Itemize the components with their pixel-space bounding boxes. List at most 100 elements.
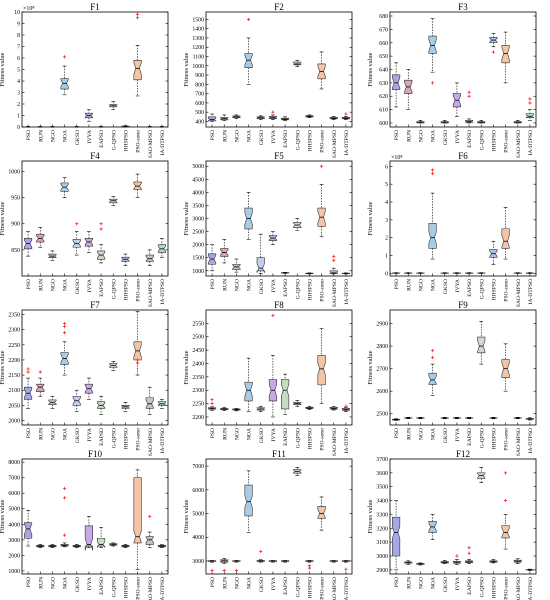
- x-tick-label: GKSO: [259, 428, 265, 443]
- box-ngo: [232, 560, 241, 573]
- box-g-qpso: [109, 542, 118, 547]
- x-tick-label: SAO-MPSO: [332, 279, 338, 307]
- x-tick-label: PSO-sono: [136, 130, 142, 153]
- subplot-title: F8: [274, 300, 284, 310]
- x-tick-label: HHSPSO: [307, 428, 313, 449]
- subplot-f6: F6 ×10⁸ Fitness value 0 1 2 3 4 5 6 PSO RUN NGO NOA GK…: [367, 151, 537, 307]
- x-tick-label: NGO: [234, 130, 240, 142]
- x-tick-label: RUN: [38, 279, 44, 291]
- y-tick-label: 7000: [8, 476, 20, 482]
- y-tick-label: 2400: [192, 361, 204, 367]
- box-ia-dtpso: [341, 112, 350, 120]
- outlier-point: [62, 331, 67, 335]
- x-tick-label: PSO: [394, 428, 400, 438]
- outlier-point: [26, 367, 30, 371]
- x-tick-label: IA-DTPSO: [344, 577, 350, 600]
- plot-frame: [389, 11, 537, 128]
- outlier-point: [99, 222, 103, 226]
- plot-frame: [21, 458, 169, 575]
- x-tick-label: RUN: [38, 428, 44, 440]
- box-body: [392, 74, 401, 90]
- box-eapso: [97, 126, 106, 128]
- x-tick-label: HHSPSO: [491, 428, 497, 449]
- outlier-point: [135, 361, 140, 365]
- x-tick-label: NGO: [50, 577, 56, 589]
- x-tick-label: IVYA: [87, 428, 93, 441]
- box-gkso: [440, 120, 449, 124]
- y-axis-label: Fitness value: [0, 52, 6, 86]
- subplot-f1: F1 ×10⁸ Fitness value 0 1 2 3 4 5 6 7 8 9 10 PSO RUN NGO…: [0, 2, 169, 158]
- x-tick-label: PSO-sono: [320, 279, 326, 302]
- subplot-title: F7: [90, 300, 100, 310]
- box-ngo: [232, 258, 241, 273]
- box-body: [428, 223, 437, 249]
- box-body: [60, 78, 69, 90]
- box-pso-sono: [317, 496, 326, 531]
- y-tick-label: 2300: [192, 388, 204, 394]
- y-tick-label: 2700: [376, 367, 388, 373]
- box-body: [145, 397, 154, 409]
- plot-frame: [389, 458, 537, 575]
- x-tick-label: PSO: [394, 130, 400, 140]
- box-ivya: [268, 313, 277, 418]
- x-tick-label: PSO-sono: [136, 279, 142, 302]
- y-tick-label: 2000: [192, 243, 204, 249]
- outlier-point: [259, 549, 263, 554]
- x-tick-label: NGO: [50, 279, 56, 291]
- box-body: [501, 525, 510, 539]
- y-tick-label: 2200: [192, 415, 204, 421]
- box-eapso: [281, 272, 290, 274]
- y-tick-label: 2050: [8, 403, 20, 409]
- outlier-point: [135, 12, 140, 16]
- x-tick-label: GKSO: [443, 428, 449, 443]
- box-g-qpso: [293, 218, 302, 231]
- x-tick-label: NOA: [247, 577, 253, 589]
- plot-frame: [21, 309, 169, 426]
- x-tick-label: IVYA: [271, 279, 277, 292]
- x-tick-label: RUN: [38, 130, 44, 142]
- outlier-point: [234, 568, 239, 573]
- box-eapso: [97, 222, 106, 264]
- outlier-point: [528, 97, 532, 101]
- box-pso: [24, 509, 33, 547]
- y-tick-label: 6: [17, 56, 20, 62]
- box-ivya: [84, 516, 93, 551]
- y-tick-label: 900: [195, 73, 204, 79]
- box-g-qpso: [293, 59, 302, 68]
- box-run: [404, 272, 413, 274]
- x-tick-label: G-QPSO: [111, 130, 117, 150]
- subplot-title: F1: [90, 2, 100, 12]
- x-tick-label: NGO: [418, 428, 424, 440]
- y-tick-label: 3200: [376, 526, 388, 532]
- outlier-point: [503, 498, 508, 503]
- x-tick-label: EAPSO: [467, 130, 473, 148]
- y-tick-label: 1300: [192, 36, 204, 42]
- x-tick-label: NGO: [234, 428, 240, 440]
- box-body: [84, 525, 93, 551]
- box-ngo: [48, 395, 57, 409]
- outlier-point: [344, 112, 348, 116]
- x-tick-label: SAO-MPSO: [516, 577, 522, 600]
- box-body: [525, 113, 534, 119]
- box-body: [477, 336, 486, 354]
- y-tick-label: 2500: [192, 230, 204, 236]
- x-tick-label: G-QPSO: [295, 577, 301, 597]
- box-hhspso: [121, 544, 130, 548]
- box-run: [36, 370, 45, 397]
- box-eapso: [97, 395, 106, 415]
- x-tick-label: G-QPSO: [479, 130, 485, 150]
- box-hhspso: [121, 125, 130, 128]
- x-tick-label: PSO-sono: [320, 130, 326, 153]
- subplot-title: F6: [458, 151, 468, 161]
- box-run: [36, 227, 45, 248]
- y-tick-label: 4000: [192, 535, 204, 541]
- box-noa: [60, 55, 69, 96]
- x-tick-label: EAPSO: [283, 130, 289, 148]
- box-g-qpso: [477, 320, 486, 365]
- box-noa: [428, 348, 437, 396]
- x-tick-label: GKSO: [75, 577, 81, 592]
- x-tick-label: EAPSO: [99, 279, 105, 297]
- subplot-title: F10: [88, 449, 103, 459]
- box-g-qpso: [477, 120, 486, 124]
- x-tick-label: SAO-MPSO: [148, 428, 154, 456]
